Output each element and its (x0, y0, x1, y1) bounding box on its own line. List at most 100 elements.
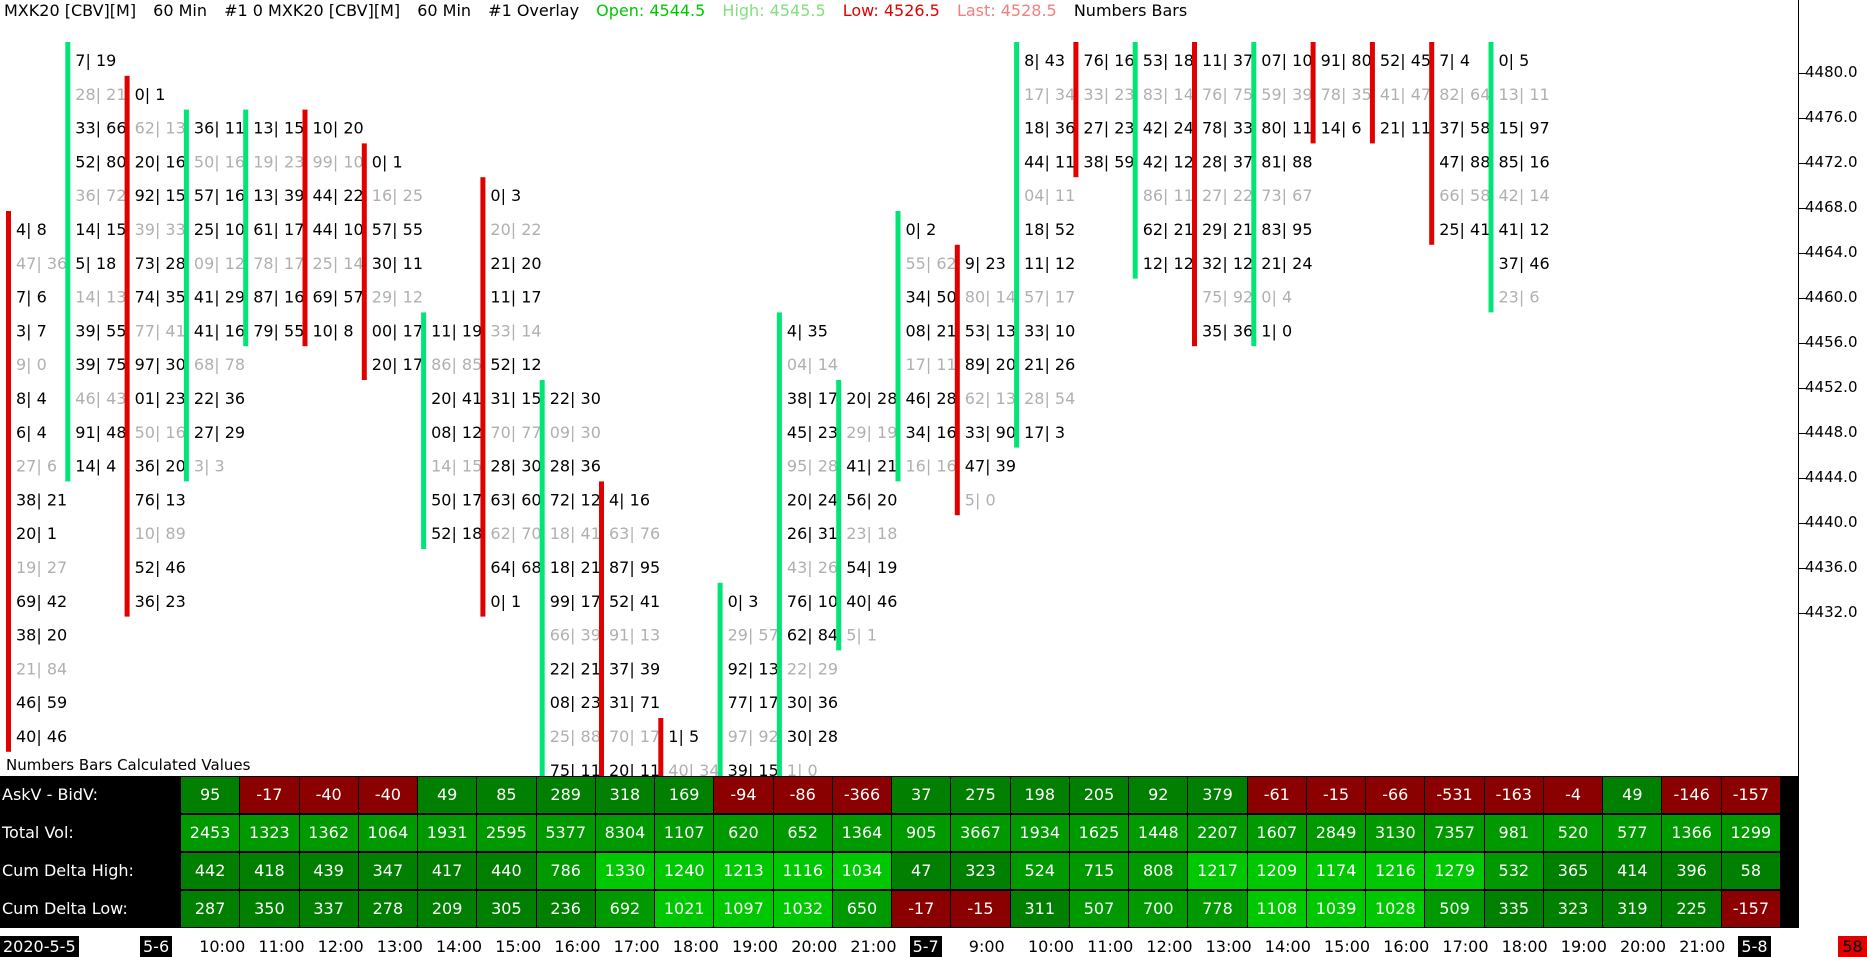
bid-ask-cell: 62| 13 (135, 119, 186, 138)
price-tick (1798, 208, 1806, 209)
bid-ask-cell: 04| 14 (787, 355, 838, 374)
bid-ask-cell: 41| 21 (846, 457, 897, 476)
bid-ask-cell: 41| 47 (1380, 85, 1431, 104)
bid-ask-cell: 87| 16 (253, 288, 304, 307)
table-cell: 198 (1010, 777, 1069, 813)
bid-ask-cell: 01| 23 (135, 389, 186, 408)
price-label: 4456.0 (1805, 333, 1858, 351)
bid-ask-cell: 14| 13 (75, 288, 126, 307)
bid-ask-cell: 39| 55 (75, 321, 126, 340)
bid-ask-cell: 20| 1 (16, 524, 57, 543)
bid-ask-cell: 85| 16 (1499, 152, 1550, 171)
time-label: 18:00 (1501, 937, 1548, 956)
price-axis[interactable] (1798, 0, 1867, 780)
bid-ask-cell: 21| 84 (16, 659, 67, 678)
price-label: 4436.0 (1805, 558, 1858, 576)
price-label: 4448.0 (1805, 423, 1858, 441)
table-cell: -146 (1662, 777, 1721, 813)
date-label: 2020-5-5 (0, 936, 79, 957)
time-label: 19:00 (1560, 937, 1607, 956)
bid-ask-cell: 46| 59 (16, 693, 67, 712)
bid-ask-cell: 18| 52 (1024, 220, 1075, 239)
table-cell: 1364 (832, 815, 892, 851)
bid-ask-cell: 15| 97 (1499, 119, 1550, 138)
bid-ask-cell: 09| 30 (550, 423, 601, 442)
table-cell: 169 (655, 777, 714, 813)
price-tick (1798, 298, 1806, 299)
bid-ask-cell: 13| 39 (253, 186, 304, 205)
bid-ask-cell: 40| 46 (16, 727, 67, 746)
bar-bear-stripe (1369, 42, 1375, 144)
table-cell: -40 (358, 777, 418, 813)
table-cell: 1107 (655, 815, 714, 851)
time-label: 21:00 (1679, 937, 1726, 956)
bid-ask-cell: 43| 26 (787, 558, 838, 577)
bid-ask-cell: 40| 46 (846, 592, 897, 611)
bid-ask-cell: 39| 75 (75, 355, 126, 374)
bid-ask-cell: 40| 34 (668, 761, 719, 780)
bid-ask-cell: 21| 11 (1380, 119, 1431, 138)
table-cell: 1366 (1662, 815, 1721, 851)
bid-ask-cell: 77| 41 (135, 321, 186, 340)
bid-ask-cell: 17| 11 (906, 355, 957, 374)
bid-ask-cell: 4| 16 (609, 490, 650, 509)
time-axis[interactable]: 2020-5-5 5-6 10:00 11:00 12:00 13:00 14:00 15:0… (0, 936, 1867, 957)
bid-ask-cell: 0| 5 (1499, 51, 1530, 70)
table-cell: 1034 (832, 853, 892, 889)
price-label: 4452.0 (1805, 378, 1858, 396)
bid-ask-cell: 37| 46 (1499, 254, 1550, 273)
bid-ask-cell: 50| 17 (431, 490, 482, 509)
table-cell: 715 (1069, 853, 1129, 889)
bid-ask-cell: 8| 43 (1024, 51, 1065, 70)
table-cell: -157 (1721, 891, 1780, 927)
bid-ask-cell: 26| 31 (787, 524, 838, 543)
time-label: 19:00 (732, 937, 779, 956)
bid-ask-cell: 28| 37 (1202, 152, 1253, 171)
bid-ask-cell: 0| 3 (728, 592, 759, 611)
bid-ask-cell: 34| 16 (906, 423, 957, 442)
table-cell: 808 (1129, 853, 1188, 889)
table-cell: 49 (418, 777, 477, 813)
bid-ask-cell: 62| 13 (965, 389, 1016, 408)
bid-ask-cell: 62| 21 (1143, 220, 1194, 239)
time-label: 15:00 (1324, 937, 1371, 956)
bar-bear-stripe (361, 143, 367, 380)
bid-ask-cell: 9| 0 (16, 355, 47, 374)
bid-ask-cell: 34| 50 (906, 288, 957, 307)
table-cell: 37 (892, 777, 951, 813)
bid-ask-cell: 04| 11 (1024, 186, 1075, 205)
time-label: 14:00 (1264, 937, 1311, 956)
bar-bull-stripe (421, 312, 427, 549)
bid-ask-cell: 52| 80 (75, 152, 126, 171)
price-label: 4468.0 (1805, 198, 1858, 216)
bid-ask-cell: 36| 72 (75, 186, 126, 205)
bid-ask-cell: 68| 78 (194, 355, 245, 374)
table-cell: 350 (240, 891, 299, 927)
bid-ask-cell: 30| 11 (372, 254, 423, 273)
table-cell: 287 (181, 891, 240, 927)
bar-bull-stripe (836, 380, 842, 651)
price-label: 4476.0 (1805, 108, 1858, 126)
bar-bear-stripe (1310, 42, 1316, 144)
bid-ask-cell: 22| 21 (550, 659, 601, 678)
bid-ask-cell: 70| 17 (609, 727, 660, 746)
bid-ask-cell: 36| 23 (135, 592, 186, 611)
bid-ask-cell: 16| 25 (372, 186, 423, 205)
table-cell: 577 (1603, 815, 1662, 851)
table-cell: 396 (1662, 853, 1721, 889)
table-cell: 1362 (299, 815, 358, 851)
bid-ask-cell: 17| 34 (1024, 85, 1075, 104)
table-cell: -94 (714, 777, 773, 813)
table-cell: -163 (1484, 777, 1543, 813)
bid-ask-cell: 28| 36 (550, 457, 601, 476)
table-cell: 1032 (773, 891, 832, 927)
table-cell: 95 (181, 777, 240, 813)
bid-ask-cell: 00| 17 (372, 321, 423, 340)
table-cell: 418 (240, 853, 299, 889)
bid-ask-cell: 07| 10 (1261, 51, 1312, 70)
bid-ask-cell: 33| 10 (1024, 321, 1075, 340)
overlay-symbol-label: #1 0 MXK20 [CBV][M] (224, 1, 401, 20)
time-label: 10:00 (1028, 937, 1075, 956)
table-cell: 205 (1069, 777, 1129, 813)
